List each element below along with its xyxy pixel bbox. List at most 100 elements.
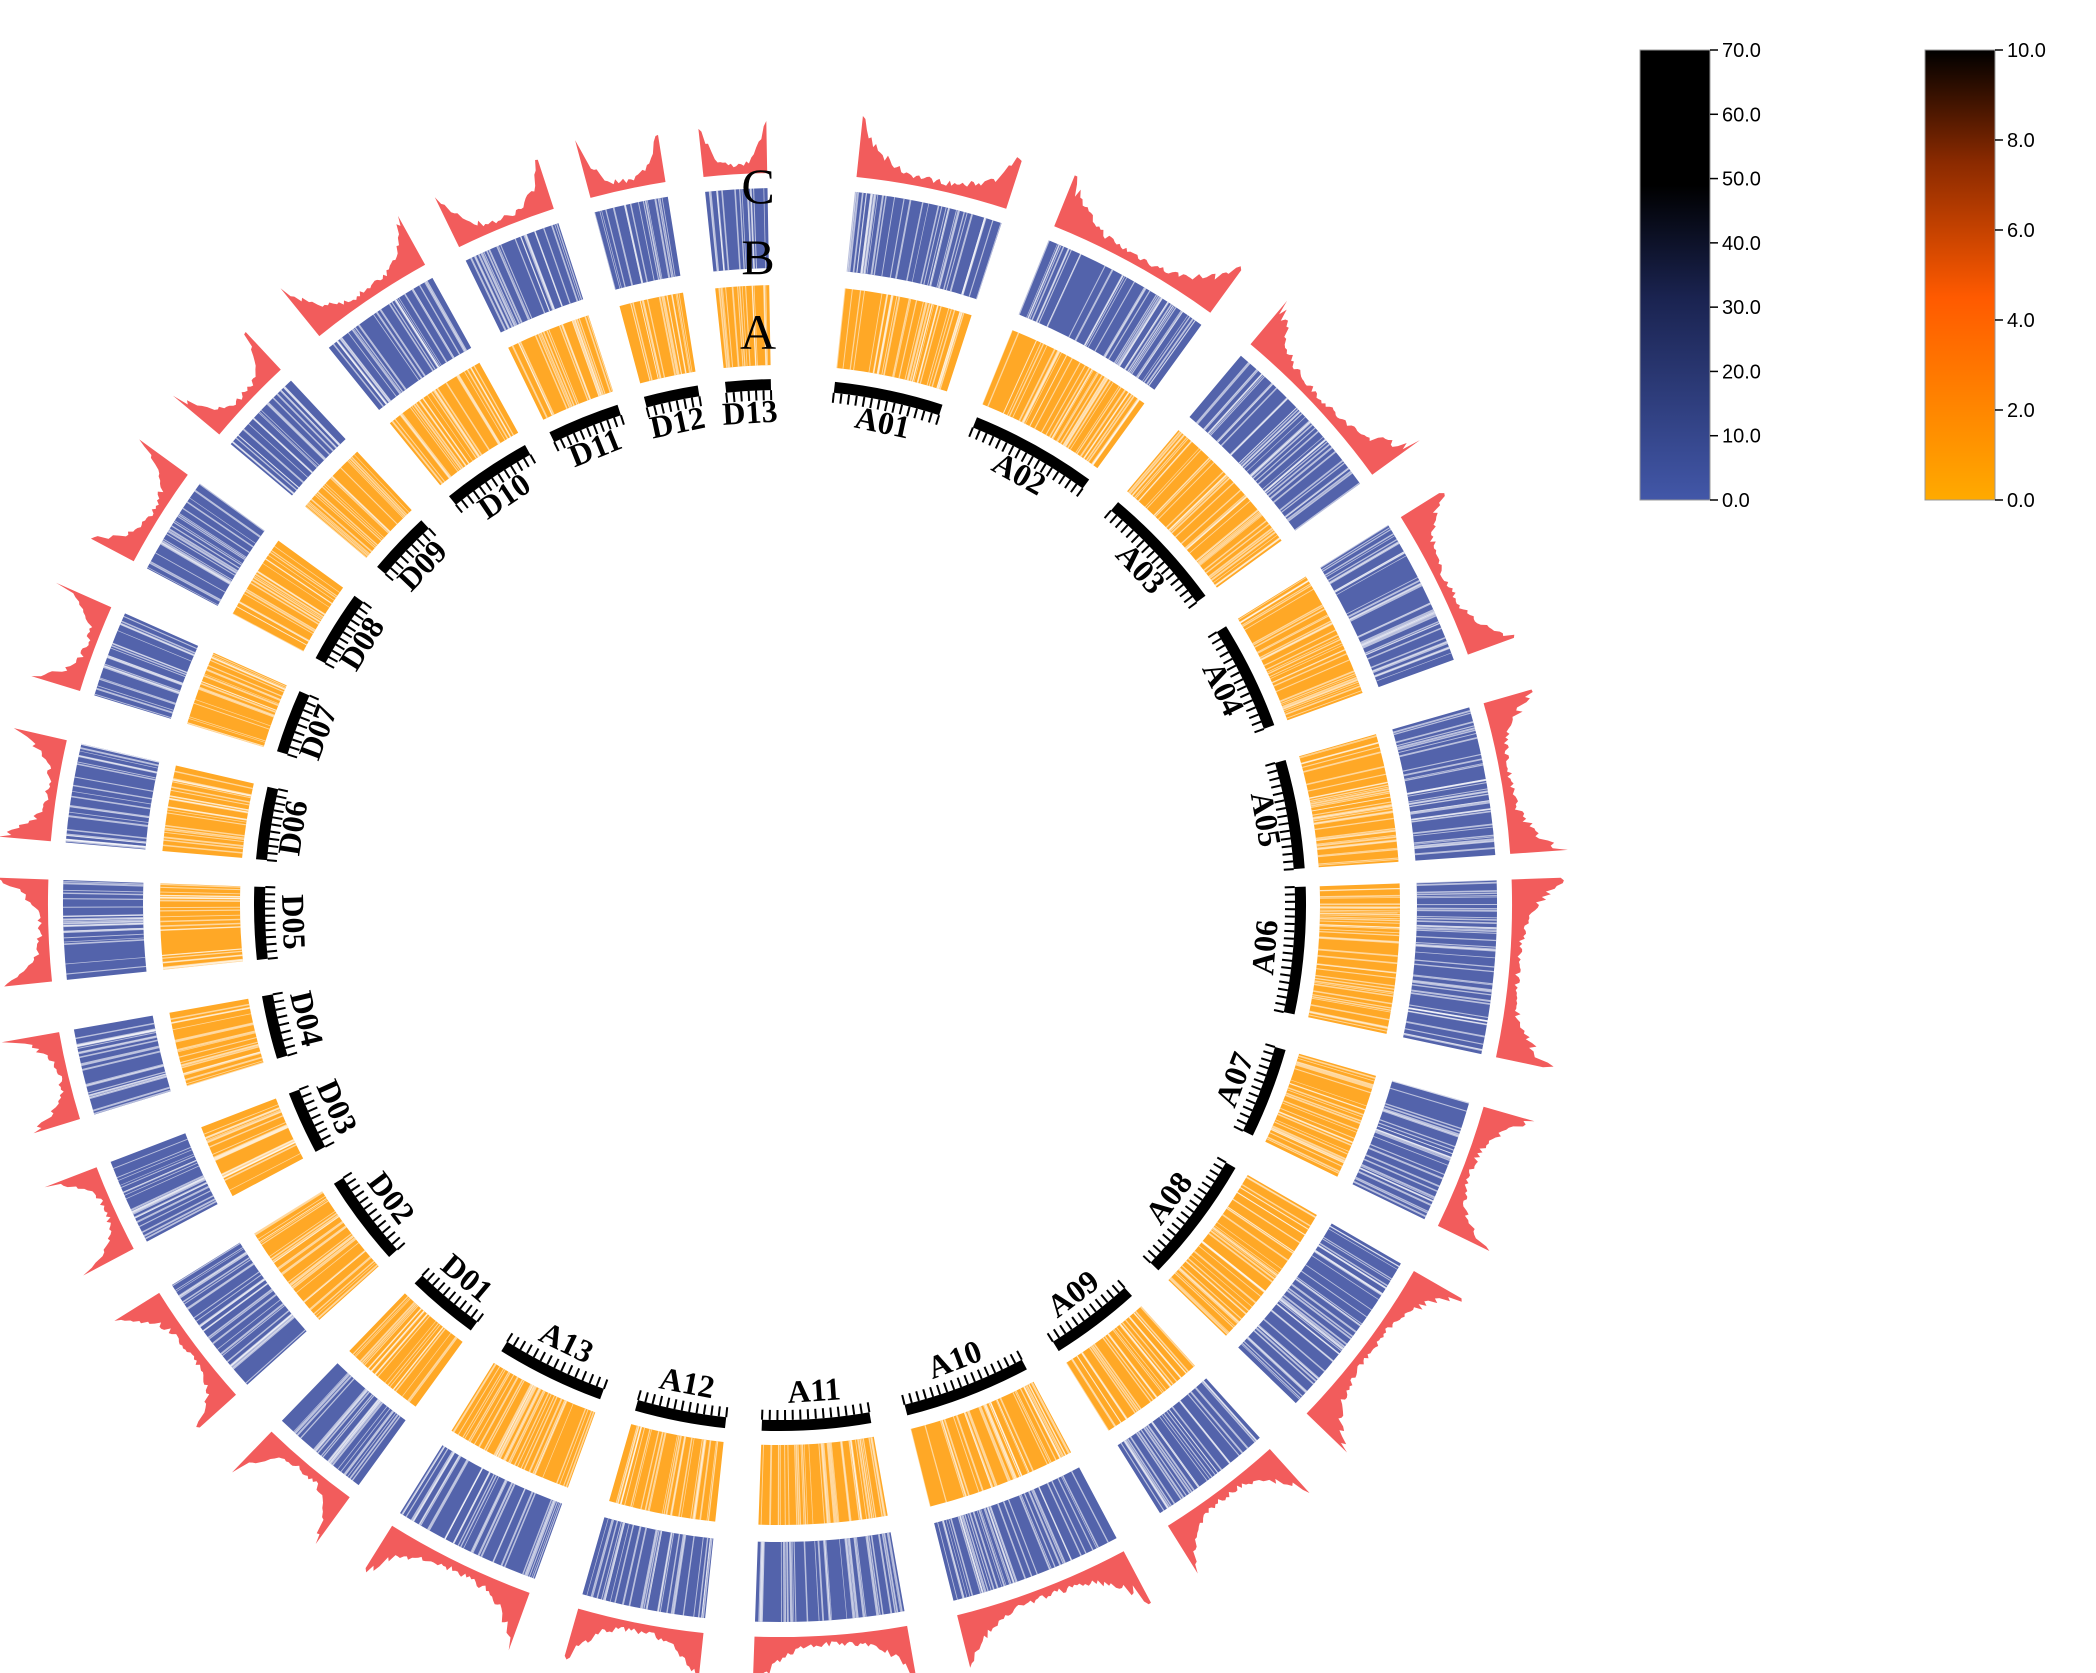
chromosome-label-a11: A11	[786, 1370, 842, 1410]
track-a-d13	[715, 285, 771, 368]
track-b-d09	[230, 380, 346, 496]
chromosome-a04: A04	[1195, 493, 1515, 734]
chromosome-a07: A07	[1207, 1043, 1535, 1251]
legend-orange-tick-label: 8.0	[2007, 130, 2035, 152]
track-b-a12	[582, 1517, 714, 1619]
legend-blue-tick-label: 60.0	[1722, 104, 1761, 126]
ideogram-a09	[1046, 1279, 1132, 1352]
track-a-a09	[1066, 1306, 1195, 1431]
legend-blue-colorbar	[1639, 49, 1711, 501]
legend-orange-colorbar	[1924, 49, 1996, 501]
track-b-a13	[400, 1445, 563, 1579]
track-a-d05	[159, 883, 243, 970]
track-c-a10	[957, 1551, 1151, 1668]
chromosome-label-d13: D13	[721, 393, 778, 432]
ideogram-a10	[901, 1350, 1027, 1416]
track-a-d02	[253, 1190, 379, 1320]
chromosome-d05: D05	[0, 877, 313, 987]
track-b-d06	[65, 743, 160, 850]
legend-blue-tick-label: 50.0	[1722, 169, 1761, 191]
track-a-d06	[162, 765, 254, 858]
track-c-d07	[31, 582, 112, 691]
ideogram-a04	[1207, 626, 1275, 734]
track-a-d04	[169, 998, 264, 1087]
legend-blue-tick-label: 0.0	[1722, 490, 1750, 512]
track-b-d10	[328, 277, 472, 410]
track-b-a11	[755, 1532, 905, 1623]
ideogram-d12	[643, 385, 702, 418]
chromosome-label-d06: D06	[270, 798, 314, 858]
track-c-d03	[44, 1167, 134, 1276]
track-b-a09	[1117, 1378, 1260, 1514]
ideogram-a13	[501, 1332, 609, 1400]
ideogram-a06	[1273, 886, 1307, 1015]
track-c-a05	[1483, 689, 1568, 854]
track-b-a04	[1319, 524, 1454, 688]
track-a-a07	[1265, 1053, 1376, 1177]
track-c-d09	[172, 332, 281, 435]
chromosome-label-d03: D03	[310, 1074, 366, 1139]
ideogram-d05	[253, 886, 278, 960]
legend-blue-tick-label: 30.0	[1722, 297, 1761, 319]
track-a-d11	[508, 315, 614, 420]
ideogram-a01	[831, 381, 943, 426]
chromosome-d10: D10	[280, 215, 537, 526]
track-b-d12	[594, 196, 681, 290]
legend-blue-tick-label: 10.0	[1722, 426, 1761, 448]
track-c-a04	[1400, 493, 1515, 655]
track-b-a06	[1403, 879, 1498, 1055]
track-b-d01	[281, 1363, 406, 1486]
chromosome-a12: A12	[564, 1359, 729, 1673]
chromosome-d01: D01	[232, 1246, 500, 1544]
ideogram-d10	[449, 445, 537, 514]
track-a-d09	[305, 451, 412, 558]
chromosome-d04: D04	[1, 988, 331, 1134]
ideogram-a02	[968, 417, 1090, 497]
ideogram-a12	[635, 1390, 729, 1429]
track-b-a01	[846, 191, 1002, 300]
ring-label-a: A	[740, 304, 776, 360]
chromosome-a03: A03	[1103, 300, 1420, 610]
track-c-d06	[0, 728, 67, 842]
chromosome-label-a01: A01	[852, 399, 913, 446]
track-c-d13	[698, 121, 768, 177]
ideogram-d11	[549, 404, 625, 452]
track-a-a01	[835, 288, 972, 392]
ideogram-a11	[761, 1402, 872, 1432]
track-c-a11	[753, 1625, 916, 1673]
track-b-a02	[1018, 239, 1202, 390]
track-a-a03	[1127, 430, 1282, 588]
track-a-a08	[1168, 1175, 1317, 1336]
track-b-d11	[465, 223, 584, 333]
chromosome-a01: A01	[831, 116, 1022, 446]
ideogram-d06	[256, 786, 289, 862]
track-c-a13	[365, 1525, 530, 1651]
track-a-d07	[187, 652, 287, 748]
ideogram-d07	[277, 691, 320, 759]
track-c-a12	[564, 1608, 704, 1673]
track-b-d05	[62, 880, 147, 980]
ideogram-a07	[1233, 1043, 1286, 1136]
chromosome-a02: A02	[968, 175, 1242, 502]
track-c-a02	[1054, 175, 1242, 313]
ideogram-d01	[414, 1267, 485, 1331]
legend-blue-scale: 70.0 60.0 50.0 40.0 30.0 20.0 10.0 0.0	[1639, 40, 1761, 512]
track-c-d10	[280, 215, 426, 337]
track-b-d02	[171, 1242, 307, 1385]
ideogram-d02	[333, 1171, 406, 1257]
track-a-a13	[451, 1362, 596, 1488]
track-a-d10	[389, 362, 519, 486]
track-b-d04	[73, 1015, 171, 1115]
legend-orange-tick-label: 6.0	[2007, 220, 2035, 242]
chromosome-a06: A06	[1244, 877, 1564, 1068]
legend-orange-tick-label: 10.0	[2007, 40, 2046, 62]
track-a-a06	[1308, 883, 1401, 1034]
track-c-d12	[575, 134, 666, 198]
chromosome-a11: A11	[753, 1370, 916, 1673]
legend-blue-tick-label: 20.0	[1722, 361, 1761, 383]
chromosome-a05: A05	[1244, 689, 1568, 871]
track-c-a01	[856, 116, 1022, 209]
track-b-a10	[934, 1467, 1117, 1601]
ideogram-a05	[1265, 760, 1305, 871]
